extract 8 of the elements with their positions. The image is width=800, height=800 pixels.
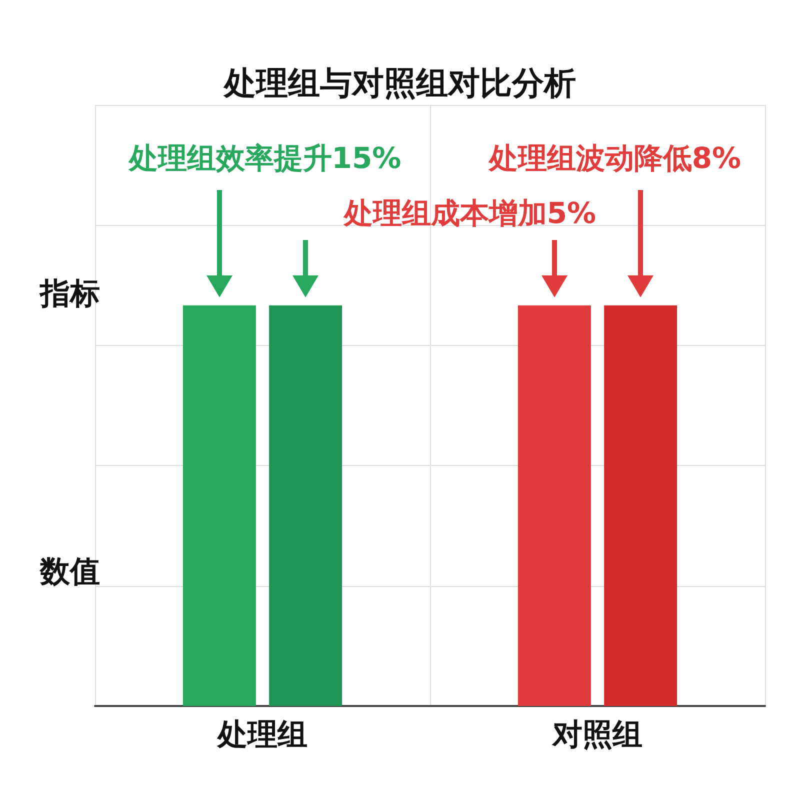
x-tick-label: 处理组	[216, 718, 308, 752]
text: 处理组效率提升15%	[128, 141, 402, 175]
text: 处理组成本增加5%	[342, 196, 596, 230]
x-tick-label: 对照组	[552, 718, 642, 752]
text: 处理组波动降低8%	[488, 141, 742, 175]
annotation: 指标	[39, 278, 100, 310]
chart-title: 处理组与对照组对比分析	[223, 64, 576, 102]
annotation: 数值	[39, 556, 100, 588]
